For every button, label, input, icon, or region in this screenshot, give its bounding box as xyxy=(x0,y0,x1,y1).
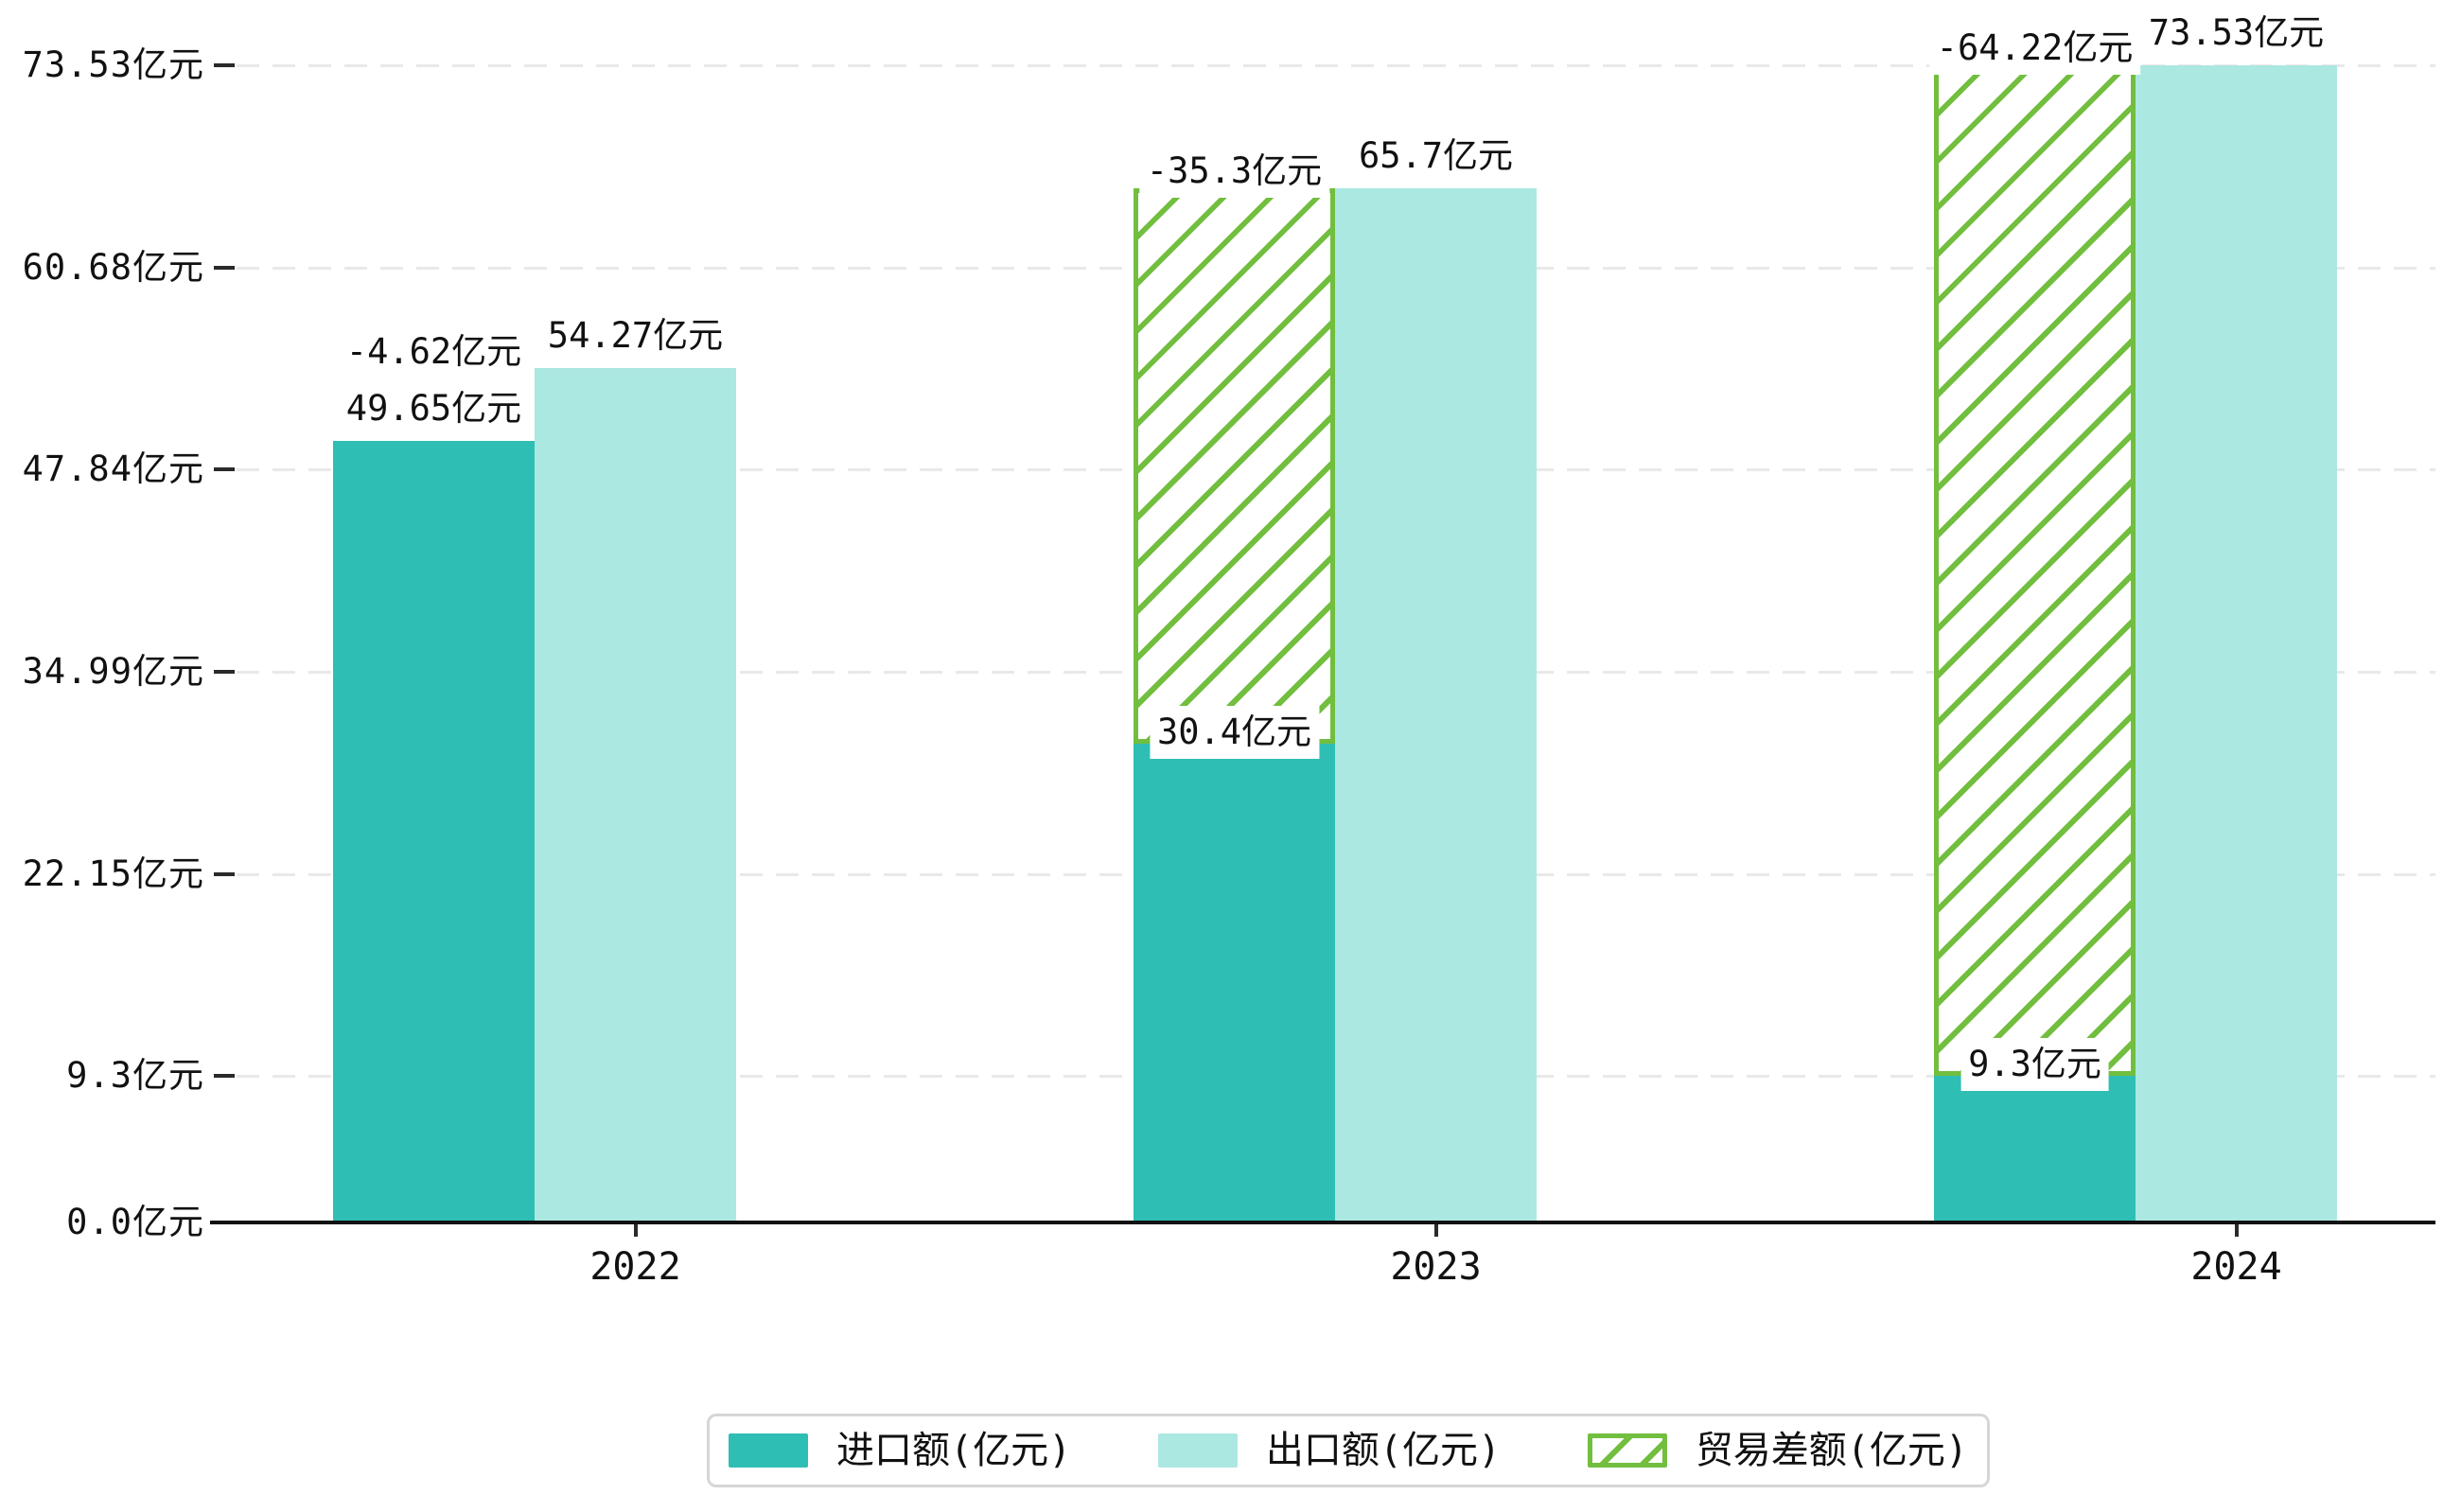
export-bar-2023 xyxy=(1335,188,1537,1222)
y-tick-73.53 xyxy=(214,63,235,67)
import-bar-2022 xyxy=(333,441,535,1222)
y-tick-9.3 xyxy=(214,1074,235,1078)
export-value-label-2023: 65.7亿元 xyxy=(1350,130,1521,183)
x-axis-line xyxy=(210,1221,2435,1224)
y-tick-22.15 xyxy=(214,872,235,876)
import-value-label-2024: 9.3亿元 xyxy=(1960,1038,2109,1091)
trade-balance-value-label-2024: -64.22亿元 xyxy=(1928,22,2141,75)
trade-balance-hatch-swatch-icon xyxy=(1587,1433,1667,1468)
legend-item-import: 进口额(亿元) xyxy=(729,1429,1071,1472)
y-tick-label: 0.0亿元 xyxy=(66,1202,204,1242)
legend-label-trade-balance: 贸易差额(亿元) xyxy=(1695,1429,1968,1472)
x-tick-2023 xyxy=(1433,1224,1438,1237)
y-tick-label: 60.68亿元 xyxy=(22,247,204,288)
export-value-label-2022: 54.27亿元 xyxy=(539,309,731,362)
x-tick-2022 xyxy=(633,1224,638,1237)
import-bar-2023 xyxy=(1134,744,1335,1222)
x-tick-label: 2023 xyxy=(1390,1245,1482,1289)
legend-item-trade-balance: 贸易差额(亿元) xyxy=(1587,1429,1968,1472)
export-bar-2024 xyxy=(2136,65,2337,1222)
export-swatch-icon xyxy=(1157,1433,1238,1468)
x-tick-label: 2022 xyxy=(589,1245,681,1289)
y-tick-60.68 xyxy=(214,266,235,270)
y-tick-label: 22.15亿元 xyxy=(22,853,204,894)
import-bar-2024 xyxy=(1934,1076,2136,1222)
x-tick-label: 2024 xyxy=(2190,1245,2282,1289)
export-bar-2022 xyxy=(535,368,736,1222)
import-value-label-2023: 30.4亿元 xyxy=(1149,706,1320,759)
y-tick-label: 47.84亿元 xyxy=(22,448,204,489)
legend-item-export: 出口额(亿元) xyxy=(1157,1429,1502,1472)
import-value-label-2022: 49.65亿元 xyxy=(338,382,530,435)
gridline-73.53 xyxy=(237,64,2435,67)
trade-balance-value-label-2023: -35.3亿元 xyxy=(1138,145,1330,198)
y-tick-label: 34.99亿元 xyxy=(22,651,204,692)
y-tick-label: 9.3亿元 xyxy=(66,1055,204,1096)
trade-balance-value-label-2022: -4.62亿元 xyxy=(338,325,530,378)
trade-balance-bar-2024 xyxy=(1934,65,2136,1076)
legend-label-export: 出口额(亿元) xyxy=(1265,1429,1502,1472)
export-value-label-2024: 73.53亿元 xyxy=(2140,7,2332,60)
y-tick-34.99 xyxy=(214,670,235,674)
legend: 进口额(亿元) 出口额(亿元) 贸易差额(亿元) xyxy=(707,1414,1990,1487)
x-tick-2024 xyxy=(2234,1224,2239,1237)
y-tick-label: 73.53亿元 xyxy=(22,44,204,85)
legend-label-import: 进口额(亿元) xyxy=(836,1429,1072,1472)
y-tick-47.84 xyxy=(214,467,235,471)
trade-balance-bar-2023 xyxy=(1134,188,1335,744)
import-swatch-icon xyxy=(729,1433,808,1468)
